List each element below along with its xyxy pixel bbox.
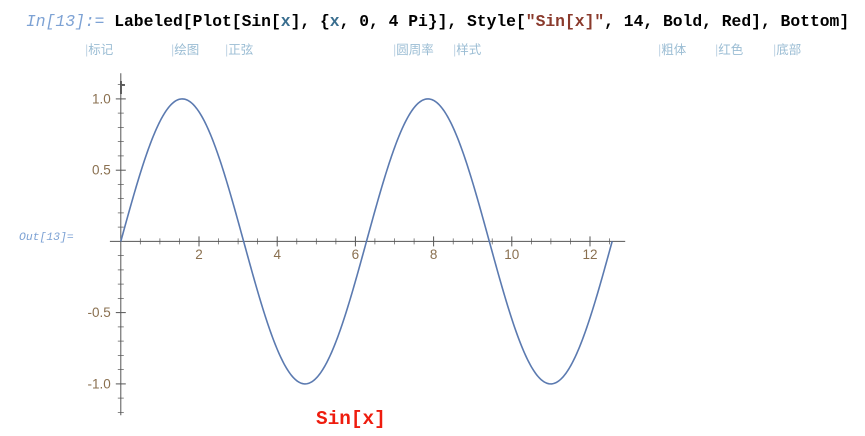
svg-text:-1.0: -1.0 [88,376,111,391]
svg-text:8: 8 [430,247,438,262]
svg-text:0.5: 0.5 [92,163,111,178]
svg-text:2: 2 [195,247,203,262]
svg-text:-0.5: -0.5 [88,305,111,320]
svg-text:10: 10 [504,247,519,262]
svg-text:4: 4 [273,247,281,262]
svg-text:1.0: 1.0 [92,91,111,106]
svg-text:12: 12 [582,247,597,262]
svg-text:6: 6 [352,247,360,262]
